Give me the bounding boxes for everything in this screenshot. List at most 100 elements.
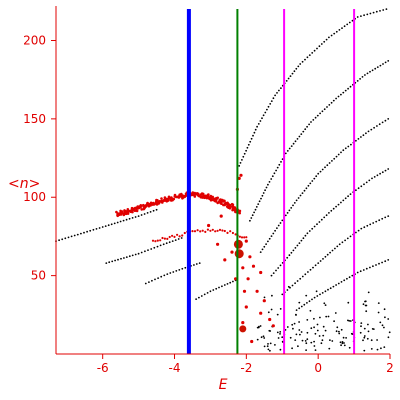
data-point xyxy=(316,295,319,297)
data-point xyxy=(216,201,219,205)
data-point xyxy=(287,77,290,80)
data-point xyxy=(355,139,357,142)
data-point xyxy=(387,259,390,261)
data-point xyxy=(253,211,256,214)
data-point xyxy=(244,239,248,243)
data-point xyxy=(191,230,194,233)
data-point xyxy=(315,290,318,293)
data-point xyxy=(376,125,378,127)
data-point xyxy=(290,251,293,254)
data-point xyxy=(335,30,338,33)
data-point xyxy=(302,130,305,133)
data-point xyxy=(338,29,341,31)
data-point xyxy=(137,215,140,218)
data-point xyxy=(271,324,275,328)
data-point xyxy=(154,278,156,281)
data-point xyxy=(266,108,268,111)
data-point xyxy=(239,173,243,177)
data-point xyxy=(363,183,365,186)
data-point xyxy=(342,91,345,94)
data-point xyxy=(195,263,198,265)
data-point xyxy=(151,279,153,282)
data-point xyxy=(288,147,291,150)
data-point xyxy=(288,254,291,257)
data-point xyxy=(267,348,270,351)
data-point xyxy=(262,114,265,117)
data-point xyxy=(277,337,280,339)
data-point xyxy=(123,257,125,259)
data-point xyxy=(383,308,386,311)
data-point xyxy=(342,199,345,202)
data-point xyxy=(382,63,384,65)
data-point xyxy=(321,292,324,294)
data-point xyxy=(89,229,92,232)
data-point xyxy=(316,114,319,117)
data-point xyxy=(300,239,303,242)
data-point xyxy=(263,345,266,348)
data-point xyxy=(144,282,147,285)
data-point xyxy=(362,269,365,271)
y-tick-label: 100 xyxy=(23,190,46,204)
data-point xyxy=(362,339,364,342)
data-point xyxy=(298,301,301,304)
data-point xyxy=(365,310,368,313)
data-point xyxy=(313,225,316,228)
data-point xyxy=(303,189,306,192)
data-point xyxy=(266,345,269,348)
data-point xyxy=(245,236,248,239)
data-point xyxy=(155,208,158,211)
data-point xyxy=(299,333,301,336)
data-point xyxy=(250,217,253,219)
data-point xyxy=(325,214,328,217)
data-point xyxy=(209,290,212,293)
data-point xyxy=(314,116,317,119)
data-point xyxy=(342,336,345,339)
data-point xyxy=(279,308,282,310)
y-tick-label: 150 xyxy=(23,112,46,126)
data-point xyxy=(331,249,334,252)
data-point xyxy=(151,239,155,242)
data-point xyxy=(269,342,272,345)
data-point xyxy=(293,70,296,73)
data-point xyxy=(309,182,312,185)
data-point xyxy=(369,266,371,269)
data-point xyxy=(76,233,79,236)
data-point xyxy=(388,331,391,334)
data-point xyxy=(294,282,296,285)
data-point xyxy=(329,251,331,254)
data-point xyxy=(348,276,351,279)
data-point xyxy=(292,327,294,330)
data-point xyxy=(298,321,300,323)
data-point xyxy=(293,322,296,325)
data-point xyxy=(306,338,309,341)
data-point xyxy=(335,155,338,158)
data-point xyxy=(306,319,309,321)
data-point xyxy=(264,189,266,192)
data-point xyxy=(179,193,183,197)
data-point xyxy=(290,145,293,148)
data-point xyxy=(116,221,119,224)
data-point xyxy=(305,342,308,345)
data-point xyxy=(375,10,378,13)
data-point xyxy=(322,258,324,260)
data-point xyxy=(322,334,325,337)
data-point xyxy=(377,311,380,314)
data-point xyxy=(301,192,304,195)
data-point xyxy=(320,342,323,345)
data-point xyxy=(323,40,326,43)
data-point xyxy=(372,222,375,224)
data-point xyxy=(83,231,85,234)
large-marker xyxy=(234,249,244,259)
data-point xyxy=(201,229,204,232)
data-point xyxy=(372,265,374,268)
data-point xyxy=(221,229,224,232)
data-point xyxy=(292,249,295,252)
data-point xyxy=(295,309,298,311)
data-point xyxy=(369,70,371,73)
data-point xyxy=(278,89,280,92)
data-point xyxy=(223,229,226,233)
data-point xyxy=(378,123,381,126)
data-point xyxy=(361,76,364,78)
data-point xyxy=(379,10,381,12)
data-point xyxy=(305,294,308,297)
